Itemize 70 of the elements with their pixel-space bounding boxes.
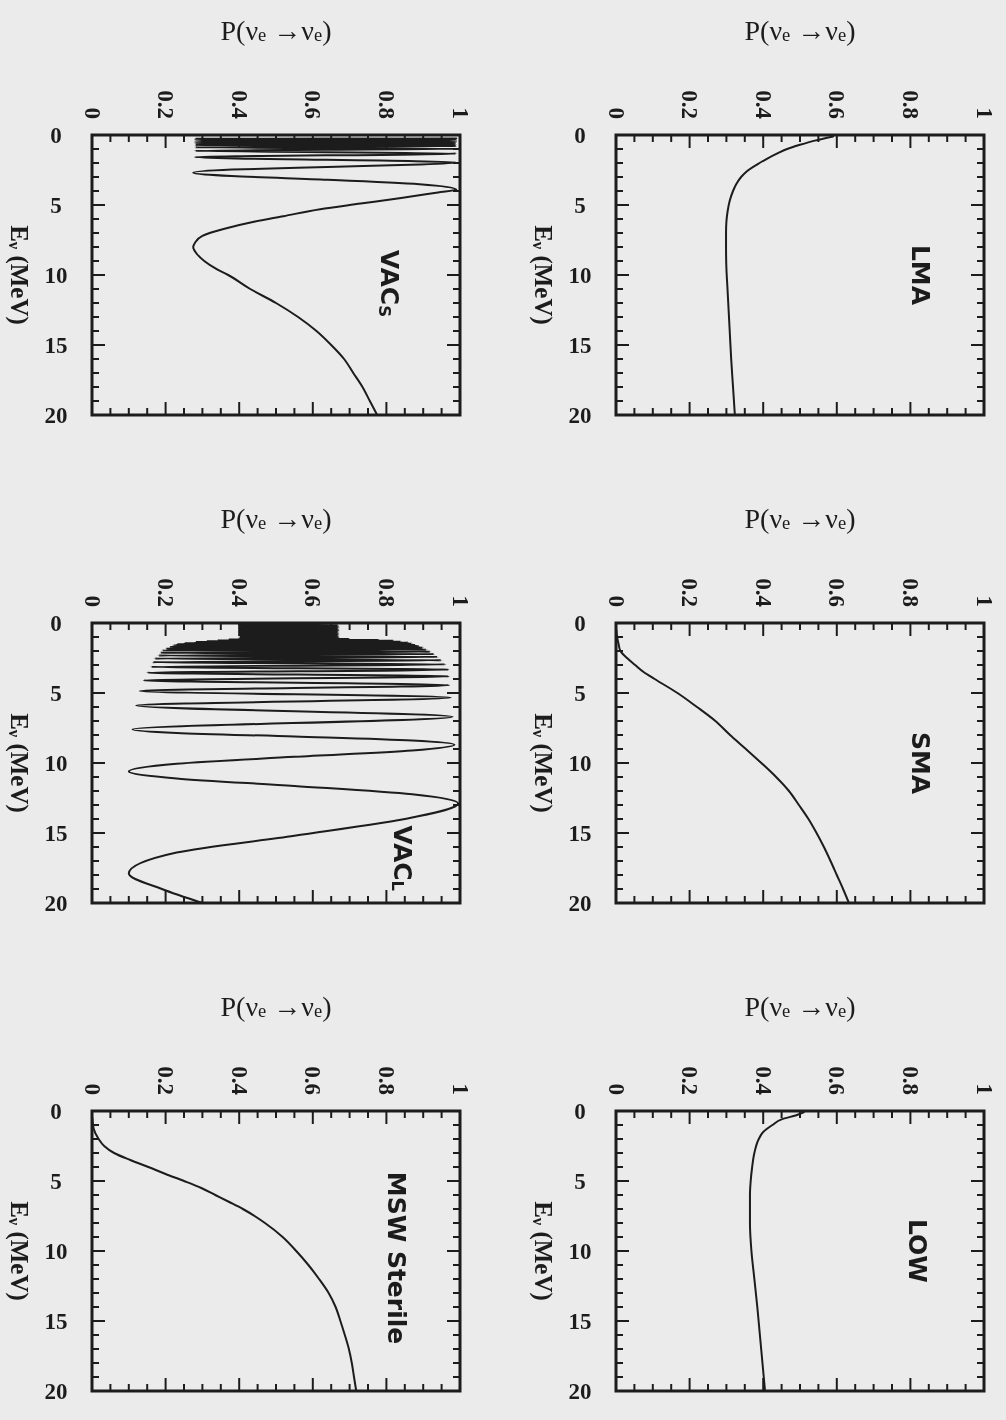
x-tick-label: 1 [447, 1083, 473, 1095]
x-tick-label: 0.8 [897, 578, 923, 607]
text: MSW Sterile [382, 1171, 412, 1345]
x-tick-label: 0.6 [300, 578, 326, 607]
y-tick-label: 15 [44, 1308, 68, 1334]
x-tick-label: 0.4 [750, 578, 776, 608]
y-tick-label: 20 [568, 890, 592, 916]
x-tick-label: 0 [603, 107, 629, 119]
y-tick-label: 5 [574, 192, 586, 218]
x-axis-title: P(ν$_{e}$ →ν$_{e}$) [744, 502, 856, 534]
y-tick-label: 5 [574, 680, 586, 706]
x-tick-label: 0.6 [824, 90, 850, 119]
y-tick-label: 20 [568, 402, 592, 428]
x-tick-label: 0 [79, 595, 105, 607]
y-tick-label: 5 [50, 192, 62, 218]
x-tick-label: 1 [971, 1083, 997, 1095]
x-tick-label: 0 [603, 595, 629, 607]
x-axis-title: P(ν$_{e}$ →ν$_{e}$) [744, 990, 856, 1022]
y-tick-label: 10 [44, 262, 68, 288]
x-tick-label: 0.4 [226, 90, 252, 120]
x-tick-label: 1 [971, 595, 997, 607]
x-tick-label: 0.2 [677, 578, 703, 607]
x-tick-label: 1 [971, 107, 997, 119]
y-tick-label: 10 [568, 1238, 592, 1264]
x-tick-label: 1 [447, 595, 473, 607]
x-tick-label: 0.6 [824, 1066, 850, 1095]
x-tick-label: 0.8 [373, 578, 399, 607]
y-tick-label: 5 [50, 1168, 62, 1194]
y-tick-label: 10 [44, 1238, 68, 1264]
text: SMA [906, 731, 936, 795]
x-axis-title: P(ν$_{e}$ →ν$_{e}$) [220, 502, 332, 534]
x-axis-title: P(ν$_{e}$ →ν$_{e}$) [220, 14, 332, 46]
text: LOW [903, 1219, 933, 1283]
x-tick-label: 0.6 [824, 578, 850, 607]
x-tick-label: 0.4 [226, 578, 252, 608]
x-tick-label: 0.4 [750, 1066, 776, 1096]
x-tick-label: 0.4 [750, 90, 776, 120]
y-tick-label: 10 [568, 262, 592, 288]
x-tick-label: 0 [603, 1083, 629, 1095]
y-tick-label: 20 [44, 890, 68, 916]
y-tick-label: 15 [44, 820, 68, 846]
x-axis-title: P(ν$_{e}$ →ν$_{e}$) [220, 990, 332, 1022]
x-tick-label: 0 [79, 107, 105, 119]
x-tick-label: 0.2 [153, 578, 179, 607]
x-tick-label: 0.8 [373, 1066, 399, 1095]
y-tick-label: 5 [50, 680, 62, 706]
x-tick-label: 0.2 [153, 1066, 179, 1095]
x-tick-label: 0.6 [300, 1066, 326, 1095]
x-tick-label: 0.8 [373, 90, 399, 119]
y-tick-label: 20 [568, 1378, 592, 1404]
y-tick-label: 20 [44, 1378, 68, 1404]
x-tick-label: 0.2 [153, 90, 179, 119]
y-tick-label: 10 [44, 750, 68, 776]
y-tick-label: 10 [568, 750, 592, 776]
y-tick-label: 5 [574, 1168, 586, 1194]
y-tick-label: 15 [44, 332, 68, 358]
x-tick-label: 0 [79, 1083, 105, 1095]
y-tick-label: 15 [568, 1308, 592, 1334]
x-tick-label: 0.8 [897, 90, 923, 119]
x-tick-label: 1 [447, 107, 473, 119]
x-tick-label: 0.6 [300, 90, 326, 119]
x-axis-title: P(ν$_{e}$ →ν$_{e}$) [744, 14, 856, 46]
y-tick-label: 20 [44, 402, 68, 428]
y-tick-label: 15 [568, 332, 592, 358]
x-tick-label: 0.4 [226, 1066, 252, 1096]
y-tick-label: 15 [568, 820, 592, 846]
x-tick-label: 0.2 [677, 90, 703, 119]
x-tick-label: 0.8 [897, 1066, 923, 1095]
text: LMA [906, 244, 936, 306]
x-tick-label: 0.2 [677, 1066, 703, 1095]
